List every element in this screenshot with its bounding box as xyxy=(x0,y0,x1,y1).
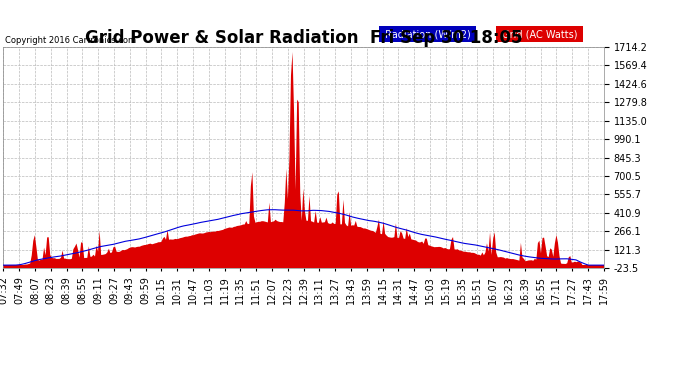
Title: Grid Power & Solar Radiation  Fri Sep 30 18:05: Grid Power & Solar Radiation Fri Sep 30 … xyxy=(85,29,522,47)
Text: Copyright 2016 Cartronics.com: Copyright 2016 Cartronics.com xyxy=(5,36,136,45)
Text: Radiation (W/m2): Radiation (W/m2) xyxy=(382,29,473,39)
Text: Grid (AC Watts): Grid (AC Watts) xyxy=(499,29,580,39)
